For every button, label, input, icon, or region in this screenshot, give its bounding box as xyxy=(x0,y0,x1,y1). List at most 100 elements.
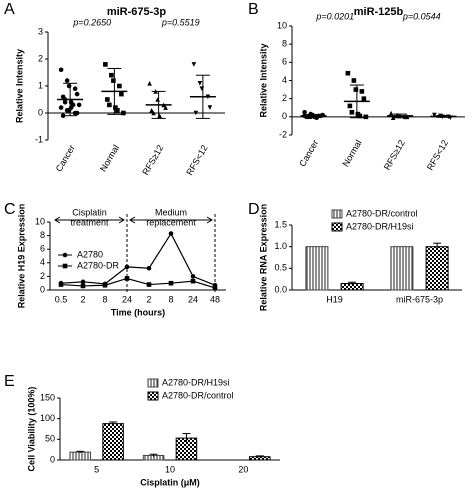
chart-title: miR-675-3p xyxy=(107,6,167,18)
y-tick-label: 0 xyxy=(38,107,43,117)
x-tick-label: Normal xyxy=(340,138,363,168)
y-tick-label: -2 xyxy=(279,129,287,139)
x-tick-label: Cancer xyxy=(54,143,77,173)
point xyxy=(168,231,174,236)
point xyxy=(64,78,70,83)
x-tick-label: 8 xyxy=(102,294,107,304)
bar xyxy=(305,246,329,291)
bar xyxy=(390,246,414,291)
x-tick-label: miR-675-3p xyxy=(396,294,443,304)
point xyxy=(347,103,353,109)
point xyxy=(349,109,355,115)
point xyxy=(190,274,196,279)
point xyxy=(151,110,156,116)
point xyxy=(357,113,363,119)
legend-swatch xyxy=(331,209,343,219)
point xyxy=(432,112,437,118)
x-tick-label: 24 xyxy=(122,294,132,304)
y-tick-label: 1.0 xyxy=(274,241,287,251)
point xyxy=(149,108,154,113)
point xyxy=(58,67,64,73)
point xyxy=(124,276,130,281)
p-value: p=0.2650 xyxy=(72,17,111,27)
y-tick-label: 2 xyxy=(38,53,43,63)
point xyxy=(58,282,64,287)
legend-swatch xyxy=(147,378,159,388)
y-axis-title: Relative RNA Expression xyxy=(258,204,268,311)
legend-swatch xyxy=(147,391,159,401)
phase-label: Cisplatin xyxy=(72,207,107,217)
point xyxy=(199,86,205,91)
y-tick-label: 6 xyxy=(282,57,287,67)
y-axis-title: Relative Intensity xyxy=(14,49,24,123)
point xyxy=(72,86,78,91)
point xyxy=(113,105,118,110)
x-axis-title: Time (hours) xyxy=(111,307,165,317)
point xyxy=(119,91,124,97)
y-tick-label: 50 xyxy=(45,434,55,444)
y-tick-label: 3 xyxy=(38,26,43,36)
point xyxy=(197,81,203,86)
y-tick-label: 0.5 xyxy=(274,263,287,273)
y-axis-title: Relative H19 Expression xyxy=(16,204,26,309)
point xyxy=(107,102,112,108)
phase-label: replacement xyxy=(146,217,196,227)
point xyxy=(146,282,152,287)
y-tick-label: 150 xyxy=(40,392,55,402)
panel-letter: D xyxy=(248,201,260,218)
p-value: p=0.0544 xyxy=(402,11,441,21)
y-tick-label: 10 xyxy=(277,20,287,30)
y-tick-label: 10 xyxy=(35,216,45,226)
point xyxy=(102,282,108,288)
point xyxy=(66,83,72,89)
chart-title: miR-125b xyxy=(354,6,404,18)
point xyxy=(80,283,86,289)
legend-label: A2780-DR xyxy=(77,260,120,270)
y-axis-title: Cell Viability (100%) xyxy=(26,387,36,472)
point xyxy=(212,285,218,291)
point xyxy=(109,72,114,78)
legend-label: A2780-DR/H19si xyxy=(162,377,230,387)
y-tick-label: 2 xyxy=(282,93,287,103)
y-tick-label: 8 xyxy=(282,39,287,49)
x-axis-title: Cisplatin (μM) xyxy=(140,477,200,487)
x-tick-label: 20 xyxy=(238,464,248,474)
phase-label: Medium xyxy=(155,207,187,217)
point xyxy=(146,265,152,271)
panel-letter: B xyxy=(248,1,259,18)
point xyxy=(157,113,162,118)
point xyxy=(74,110,80,116)
panel-letter: A xyxy=(4,1,15,18)
bar xyxy=(69,451,92,461)
p-value: p=0.0201 xyxy=(315,11,354,21)
x-tick-label: RFS≥12 xyxy=(140,143,165,177)
y-tick-label: 100 xyxy=(40,413,55,423)
y-axis-title: Relative Intensity xyxy=(258,43,268,117)
phase-label: treatment xyxy=(70,217,109,227)
x-tick-label: 24 xyxy=(188,294,198,304)
line xyxy=(60,277,216,289)
y-tick-label: 6 xyxy=(40,244,45,254)
x-tick-label: 48 xyxy=(210,294,220,304)
x-tick-label: 2 xyxy=(146,294,151,304)
point xyxy=(363,114,369,120)
y-tick-label: 2 xyxy=(40,271,45,281)
p-value: p=0.5519 xyxy=(161,17,200,27)
x-tick-label: Normal xyxy=(98,143,121,173)
y-tick-label: 1.5 xyxy=(274,219,287,229)
point xyxy=(58,105,64,110)
y-tick-label: 0 xyxy=(282,111,287,121)
point xyxy=(111,78,116,83)
point xyxy=(155,97,160,102)
x-tick-label: Cancer xyxy=(297,138,320,168)
point xyxy=(191,62,197,67)
legend-label: A2780-DR/control xyxy=(346,208,418,218)
x-tick-label: RFS≥12 xyxy=(382,138,407,172)
panel-letter: C xyxy=(4,201,16,218)
point xyxy=(359,89,365,94)
point xyxy=(353,87,359,92)
point xyxy=(193,110,199,116)
span-arrow xyxy=(129,216,213,224)
point xyxy=(163,105,168,110)
point xyxy=(168,280,174,286)
